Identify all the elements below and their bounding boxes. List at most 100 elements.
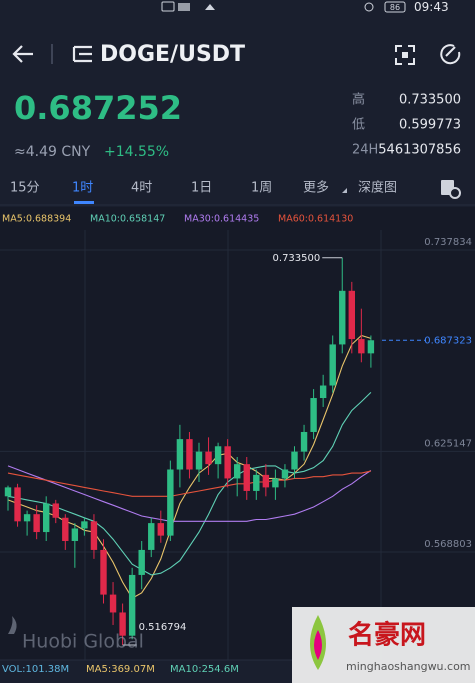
y-tick-label: 0.625147 <box>424 438 472 449</box>
exchange-logo <box>8 616 17 634</box>
candle-body <box>109 594 117 613</box>
interval-tab[interactable]: 深度图 <box>358 180 397 196</box>
interval-tab[interactable]: 15分 <box>10 181 40 196</box>
candle-body <box>62 517 69 541</box>
volume-value: 5461307856 <box>378 143 461 158</box>
legend-entry: MA30:0.614435 <box>184 214 259 225</box>
settings-button[interactable] <box>441 180 461 199</box>
candle-body <box>339 290 346 345</box>
exchange-watermark: Huobi Global <box>8 616 144 653</box>
candle-body <box>291 451 298 470</box>
candle-body <box>186 439 193 470</box>
active-tab-underline <box>74 201 94 204</box>
candle-body <box>205 451 212 465</box>
candle-body <box>243 464 250 491</box>
candle-body <box>214 446 222 465</box>
candle-body <box>329 344 336 386</box>
candle-body <box>281 469 289 479</box>
hd-icon <box>161 1 175 12</box>
fullscreen-dot <box>402 52 408 58</box>
fullscreen-icon <box>395 45 415 65</box>
annotation-label: 0.516794 <box>139 622 187 633</box>
legend-entry: MA10:0.658147 <box>90 214 165 225</box>
mute-icon <box>364 2 374 12</box>
volume-indicator: VOL:101.38M <box>2 664 69 675</box>
chart-area <box>0 207 475 660</box>
menu-icon[interactable] <box>72 45 92 63</box>
volume-ma10: MA10:254.6M <box>170 664 239 675</box>
pair-title[interactable]: DOGE/USDT <box>100 42 245 67</box>
status-bar: 86 09:43 <box>161 0 449 14</box>
signal-icon <box>178 3 190 11</box>
y-tick-label: 0.737834 <box>424 237 472 248</box>
legend-entry: MA5:0.688394 <box>2 214 71 225</box>
candle-body <box>176 439 184 470</box>
candle-body <box>195 451 203 470</box>
candle-body <box>167 469 174 536</box>
clock: 09:43 <box>414 0 449 14</box>
candle-body <box>33 514 40 533</box>
candle-body <box>234 464 241 479</box>
low-value: 0.599773 <box>399 118 461 133</box>
site-watermark: 名豪网 minghaoshangwu.com <box>292 607 475 683</box>
exchange-name: Huobi Global <box>22 631 144 653</box>
candle-body <box>157 523 164 536</box>
candle-body <box>148 523 155 550</box>
y-tick-label: 0.568803 <box>424 539 472 550</box>
site-name: 名豪网 <box>348 620 426 651</box>
candle-body <box>224 446 231 479</box>
candle-body <box>348 290 355 340</box>
low-label: 低 <box>352 118 365 133</box>
candle-body <box>253 474 260 491</box>
candle-body <box>319 385 327 399</box>
candle-body <box>90 521 98 550</box>
candle-body <box>81 521 88 529</box>
current-price-label: 0.687323 <box>424 335 472 346</box>
interval-tabs: 15分 1时 4时 1日 1周 更多 深度图 <box>10 180 397 204</box>
annotation-label: 0.733500 <box>273 253 321 264</box>
candle-body <box>138 549 145 575</box>
candle-body <box>272 478 279 488</box>
candle-body <box>262 474 270 488</box>
dropdown-caret <box>342 188 347 193</box>
settings-gear <box>449 187 461 199</box>
back-button[interactable] <box>12 45 33 63</box>
volume-ma5: MA5:369.07M <box>86 664 155 675</box>
site-url: minghaoshangwu.com <box>346 660 471 673</box>
share-button[interactable] <box>440 44 461 65</box>
candle-body <box>367 340 375 354</box>
candle-body <box>128 574 136 636</box>
candle-body <box>100 549 107 595</box>
interval-tab[interactable]: 更多 <box>303 180 329 196</box>
interval-tab[interactable]: 1周 <box>251 181 272 196</box>
interval-tab[interactable]: 1日 <box>191 181 212 196</box>
candle-body <box>4 487 12 497</box>
high-value: 0.733500 <box>399 93 461 108</box>
candle-body <box>358 339 365 354</box>
interval-tab[interactable]: 4时 <box>131 181 152 196</box>
candle-body <box>52 503 59 518</box>
site-logo-flower <box>314 630 322 660</box>
fullscreen-button[interactable] <box>395 45 415 65</box>
interval-tab[interactable]: 1时 <box>72 181 93 196</box>
ma-line <box>7 470 372 497</box>
candle-body <box>300 431 308 452</box>
candlestick-chart: 0.737834 0.625147 0.568803 MA5:0.688394 MA10… <box>0 214 475 646</box>
wifi-icon <box>205 4 215 10</box>
candle-body <box>23 514 31 522</box>
candle-body <box>14 487 21 522</box>
candle-body <box>119 612 126 636</box>
legend-entry: MA60:0.614130 <box>278 214 353 225</box>
battery-icon <box>384 1 406 13</box>
ma-line <box>7 465 372 522</box>
high-label: 高 <box>352 92 365 108</box>
ma-line <box>7 392 372 576</box>
candle-body <box>43 503 50 533</box>
volume-label: 24H <box>352 143 378 158</box>
battery-level: 86 <box>390 3 400 12</box>
cny-price: ≈4.49 CNY <box>14 144 91 160</box>
change-percent: +14.55% <box>104 144 169 160</box>
last-price: 0.687252 <box>14 89 182 127</box>
candle-body <box>310 398 317 432</box>
